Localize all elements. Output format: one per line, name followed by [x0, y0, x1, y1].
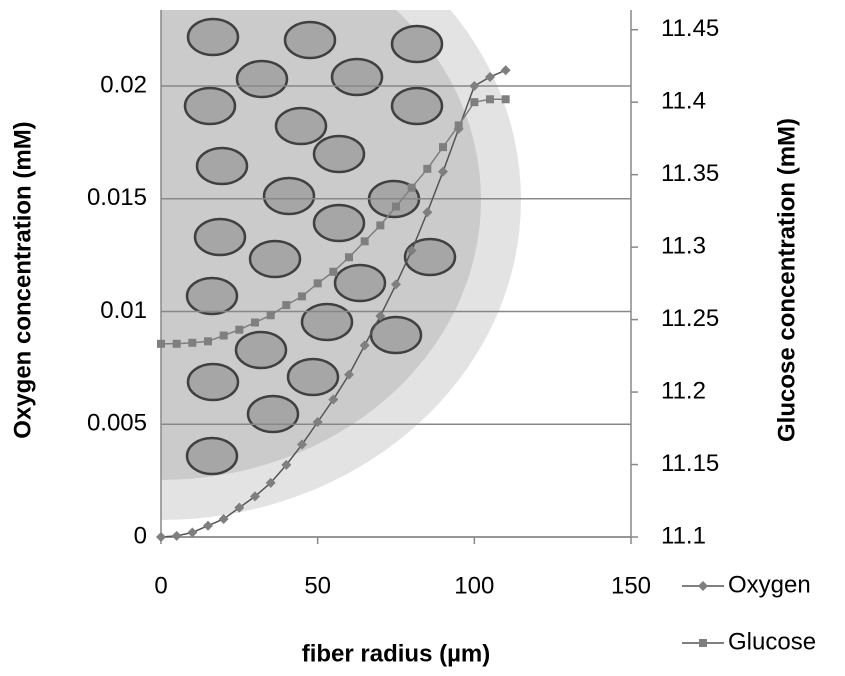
marker [235, 325, 244, 334]
y2-axis-title: Glucose concentration (mM) [773, 118, 800, 442]
y2-tick-label: 11.2 [661, 377, 706, 404]
marker [422, 207, 433, 218]
marker [312, 416, 323, 427]
marker [203, 520, 213, 531]
marker [265, 477, 276, 488]
y-tick-label: 0.02 [100, 71, 147, 98]
marker [391, 279, 401, 290]
marker [219, 331, 228, 340]
marker [234, 502, 245, 513]
marker [297, 439, 307, 450]
marker [266, 311, 275, 320]
marker [501, 95, 510, 104]
legend-label: Oxygen [728, 571, 811, 598]
marker [282, 301, 291, 310]
marker [406, 245, 417, 256]
marker [298, 292, 306, 301]
y2-tick-label: 11.45 [661, 15, 719, 42]
marker [454, 121, 463, 130]
marker [392, 202, 400, 211]
marker [375, 311, 386, 322]
y2-tick-label: 11.4 [661, 88, 706, 115]
marker [157, 339, 165, 348]
marker [251, 318, 259, 327]
y-tick-label: 0.015 [87, 184, 147, 211]
marker [376, 221, 385, 230]
y2-tick-label: 11.15 [661, 450, 719, 477]
y-tick-label: 0.01 [100, 297, 147, 324]
marker [156, 532, 166, 542]
marker [423, 164, 432, 173]
marker [204, 337, 212, 346]
marker [329, 267, 338, 276]
x-tick-label: 150 [611, 572, 651, 599]
marker [281, 459, 292, 470]
x-tick-label: 100 [454, 572, 494, 599]
marker [500, 65, 511, 76]
y2-tick-label: 11.3 [661, 232, 706, 259]
marker [328, 394, 339, 405]
marker [187, 527, 198, 538]
y2-tick-label: 11.1 [661, 522, 706, 549]
x-tick-label: 0 [154, 572, 167, 599]
marker [345, 253, 353, 262]
marker [699, 639, 707, 647]
marker [486, 95, 494, 104]
fiber-illustration [161, 10, 521, 520]
marker [698, 581, 708, 591]
marker [439, 143, 447, 152]
marker [360, 237, 369, 246]
marker [359, 340, 370, 351]
marker [250, 491, 260, 502]
y-tick-label: 0.005 [87, 410, 147, 437]
legend-label: Glucose [728, 628, 816, 655]
y-tick-label: 0 [134, 522, 147, 549]
marker [313, 279, 322, 288]
marker [172, 339, 181, 348]
x-axis-title: fiber radius (µm) [302, 640, 491, 667]
x-tick-label: 50 [304, 572, 331, 599]
marker [407, 183, 416, 192]
y2-tick-label: 11.35 [661, 160, 719, 187]
marker [344, 369, 354, 380]
marker [470, 98, 479, 107]
marker [485, 71, 495, 82]
y-axis-title: Oxygen concentration (mM) [9, 121, 36, 438]
marker [188, 338, 197, 347]
marker [218, 513, 229, 524]
marker [171, 530, 182, 541]
marker [438, 166, 448, 177]
y2-tick-label: 11.25 [661, 305, 719, 332]
marker [469, 80, 480, 91]
